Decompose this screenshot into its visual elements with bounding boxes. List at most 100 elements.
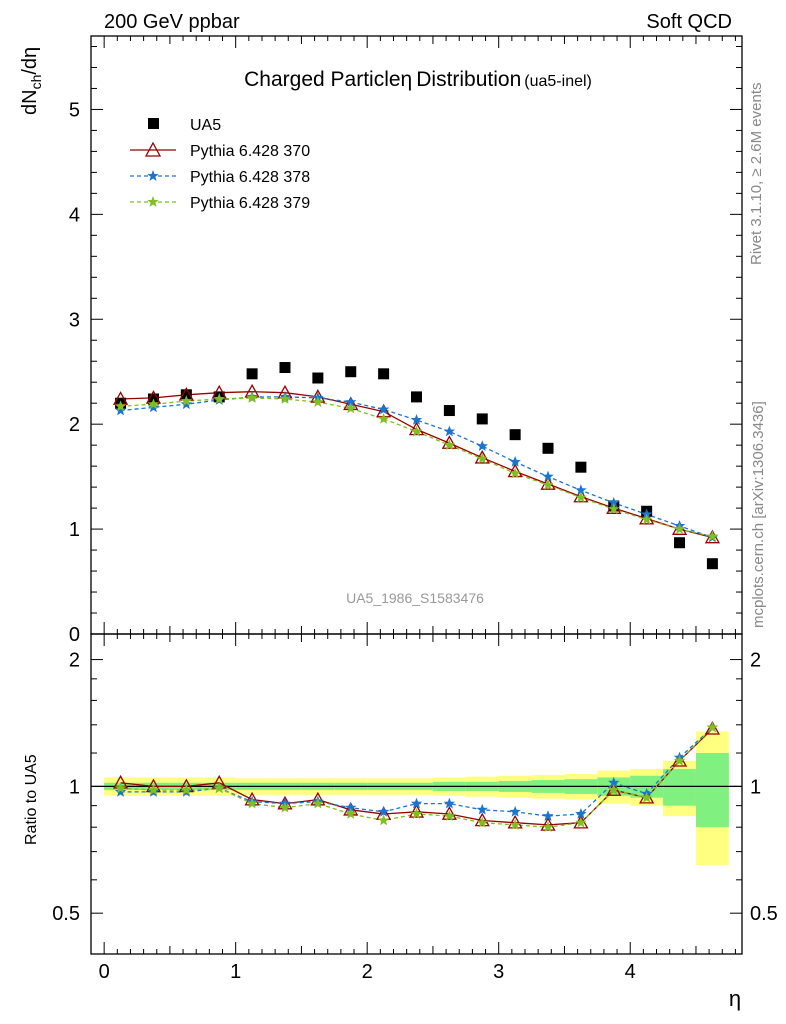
legend: UA5 Pythia 6.428 370 Pythia 6.428 378 Py…	[130, 117, 310, 212]
data-point-ua5	[378, 368, 390, 380]
data-point-379	[180, 395, 193, 406]
ratio-point-370	[540, 817, 556, 831]
data-point-379	[279, 393, 291, 404]
x-tick-label: 1	[230, 961, 241, 983]
data-point-378	[345, 396, 357, 407]
ratio-point-370	[474, 812, 490, 827]
main-ylabel: dNch/dη	[19, 47, 44, 115]
legend-marker-379	[147, 196, 159, 207]
data-point-379	[673, 523, 686, 534]
main-title-eta: η	[401, 68, 413, 91]
ratio-point-379	[542, 821, 554, 833]
ratio-point-378	[542, 810, 554, 821]
data-point-378	[509, 455, 521, 467]
ratio-point-379	[476, 816, 488, 828]
ratio-point-379	[443, 810, 456, 821]
data-point-379	[345, 402, 357, 414]
ratio-point-378	[575, 807, 587, 819]
rivet-label: Rivet 3.1.10, ≥ 2.6M events	[748, 83, 765, 266]
data-point-378	[443, 425, 456, 437]
data-point-378	[147, 401, 160, 413]
x-tick-label: 2	[362, 961, 373, 983]
data-point-ua5	[575, 461, 587, 473]
y-tick-label: 2	[69, 414, 80, 436]
y-tick-label: 3	[69, 309, 80, 331]
ratio-point-379	[575, 816, 587, 828]
y-tick-label: 0	[69, 624, 80, 646]
legend-label-ua5: UA5	[190, 117, 221, 134]
data-point-378	[114, 404, 127, 416]
ratio-point-370	[441, 806, 457, 820]
ratio-point-379	[180, 784, 193, 795]
y-tick-label: 2	[69, 650, 80, 672]
x-tick-label: 4	[625, 961, 636, 983]
data-point-379	[476, 452, 488, 464]
data-point-ua5	[443, 405, 455, 417]
data-point-379	[213, 393, 225, 404]
watermark: UA5_1986_S1583476	[346, 590, 484, 606]
data-point-379	[706, 530, 719, 542]
ratio-point-378	[476, 803, 488, 815]
data-point-379	[443, 439, 456, 451]
ratio-point-379	[147, 784, 160, 795]
y-tick-label: 0.5	[52, 903, 80, 925]
data-point-379	[246, 391, 258, 403]
data-point-ua5	[509, 429, 521, 441]
data-point-ua5	[706, 558, 718, 570]
ratio-point-378	[443, 797, 456, 809]
y-tick-label-right: 2	[750, 650, 761, 672]
ratio-point-379	[345, 807, 357, 819]
ratio-ylabel: Ratio to UA5	[23, 754, 40, 845]
y-tick-label-right: 0.5	[750, 903, 778, 925]
data-point-378	[410, 413, 423, 425]
ratio-point-379	[213, 782, 225, 794]
data-point-ua5	[345, 366, 357, 378]
legend-marker-370	[144, 141, 162, 157]
main-title-text: Charged Particle	[244, 68, 400, 91]
ratio-point-379	[246, 797, 258, 809]
data-point-379	[542, 479, 554, 490]
data-point-378	[608, 496, 620, 508]
y-tick-label: 4	[69, 204, 80, 226]
data-point-ua5	[476, 413, 488, 425]
ylabel-dn: dN	[19, 89, 41, 115]
ratio-point-370	[507, 814, 523, 829]
uncertainty-band-inner	[663, 768, 696, 806]
ratio-point-378	[509, 805, 521, 817]
x-tick-label: 0	[99, 961, 110, 983]
ratio-point-370	[408, 804, 425, 818]
ratio-point-379	[377, 814, 390, 826]
ratio-point-379	[640, 791, 653, 803]
data-point-379	[377, 412, 390, 424]
y-tick-label: 1	[69, 519, 80, 541]
data-point-379	[114, 400, 127, 412]
ratio-point-370	[704, 720, 721, 735]
header-left: 200 GeV ppbar	[104, 11, 240, 33]
data-point-379	[147, 398, 160, 410]
main-frame	[90, 35, 743, 635]
main-panel: 0 1 2 3 4 5 Charged Particleη Distribution (ua5…	[19, 35, 743, 646]
main-title-rest: Distribution	[416, 68, 521, 91]
ratio-point-378	[608, 776, 620, 788]
mcplots-label: mcplots.cern.ch [arXiv:1306.3436]	[750, 401, 767, 628]
data-point-ua5	[674, 537, 686, 549]
data-point-378	[377, 403, 390, 415]
main-title: Charged Particleη Distribution (ua5-inel)	[244, 68, 592, 91]
data-point-ua5	[180, 389, 192, 401]
ratio-point-379	[509, 818, 521, 830]
data-point-ua5	[542, 442, 554, 454]
data-point-378	[180, 398, 193, 410]
ratio-point-379	[673, 754, 686, 766]
ratio-point-378	[114, 785, 127, 797]
legend-label-378: Pythia 6.428 378	[190, 169, 310, 186]
ratio-xlabel: η	[729, 986, 741, 1011]
data-point-379	[410, 425, 423, 437]
ratio-point-379	[312, 797, 324, 809]
y-tick-label: 5	[69, 99, 80, 121]
uncertainty-band-inner	[695, 753, 729, 828]
ratio-point-379	[410, 807, 423, 819]
ratio-point-379	[706, 721, 719, 733]
data-point-379	[640, 513, 653, 525]
ratio-point-379	[279, 801, 291, 813]
ratio-panel: 0 1 2 3 4 0.5 0.5 1 1 2 2 Ratio to UA5 η	[23, 633, 778, 1011]
